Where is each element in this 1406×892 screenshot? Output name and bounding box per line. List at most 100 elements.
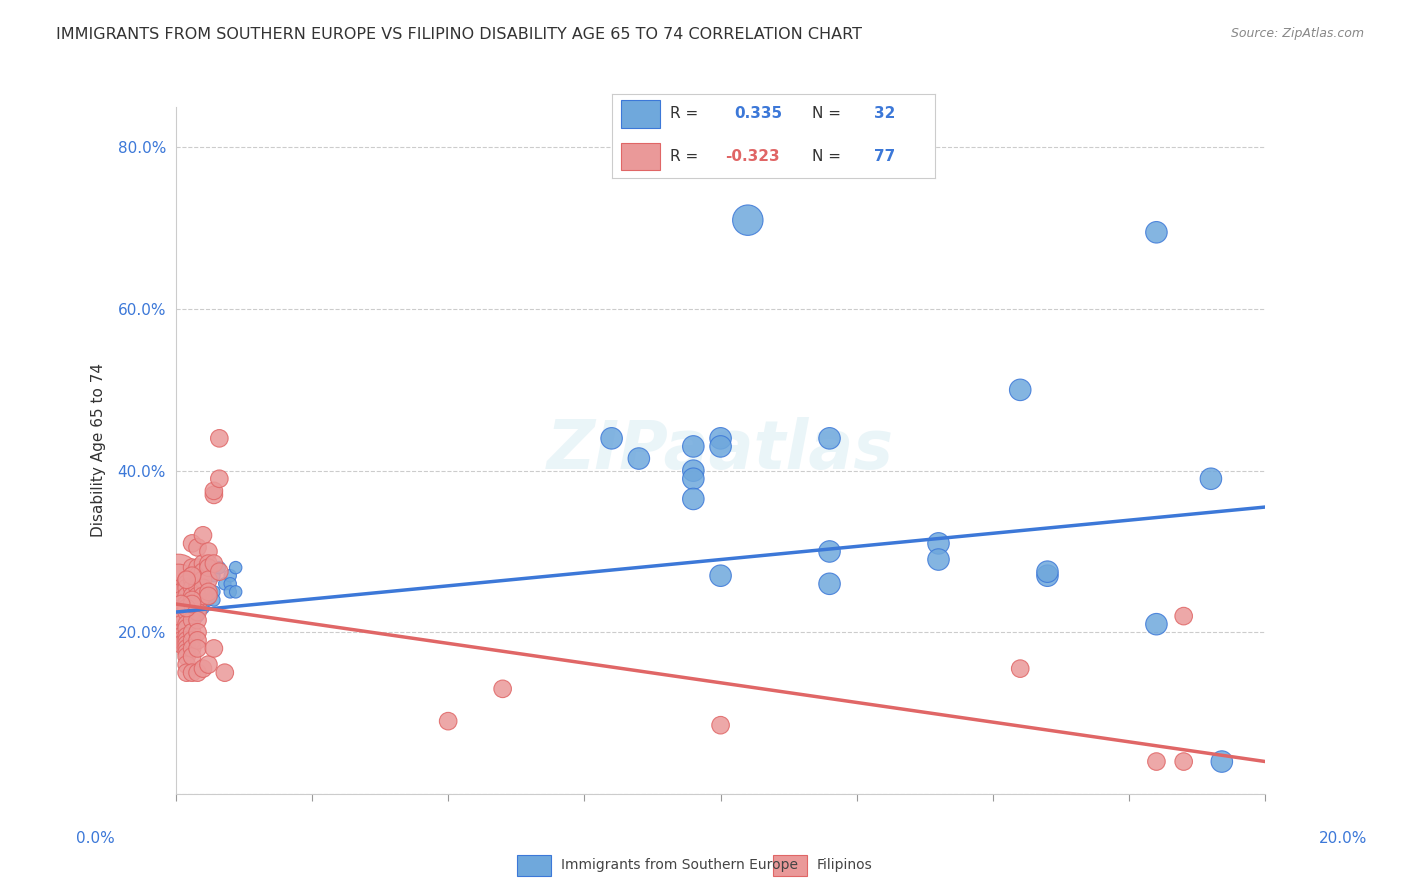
Point: [181, 568, 204, 582]
Point: [1211, 755, 1233, 769]
Point: [186, 613, 209, 627]
Point: [186, 625, 209, 640]
Point: [176, 597, 198, 611]
Point: [181, 597, 204, 611]
Text: IMMIGRANTS FROM SOUTHERN EUROPE VS FILIPINO DISABILITY AGE 65 TO 74 CORRELATION : IMMIGRANTS FROM SOUTHERN EUROPE VS FILIP…: [56, 27, 862, 42]
Point: [710, 718, 733, 732]
Point: [202, 488, 225, 502]
Point: [600, 431, 623, 445]
Point: [225, 585, 247, 599]
Point: [191, 528, 214, 542]
Bar: [517, 855, 551, 876]
Point: [176, 633, 198, 648]
Point: [181, 633, 204, 648]
Point: [181, 593, 204, 607]
Point: [1199, 472, 1222, 486]
Point: [197, 560, 219, 574]
Point: [191, 568, 214, 582]
Point: [181, 573, 204, 587]
Point: [181, 641, 204, 656]
Point: [208, 472, 231, 486]
Point: [191, 573, 214, 587]
Point: [197, 593, 219, 607]
Point: [176, 617, 198, 632]
Y-axis label: Disability Age 65 to 74: Disability Age 65 to 74: [91, 363, 107, 538]
Point: [170, 613, 193, 627]
Point: [197, 544, 219, 558]
Bar: [621, 101, 661, 128]
Point: [219, 568, 242, 582]
Point: [202, 568, 225, 582]
Point: [176, 657, 198, 672]
Point: [186, 576, 209, 591]
Text: Immigrants from Southern Europe: Immigrants from Southern Europe: [561, 858, 799, 872]
Point: [492, 681, 515, 696]
Point: [186, 633, 209, 648]
Point: [176, 581, 198, 595]
Point: [176, 637, 198, 651]
Point: [167, 576, 190, 591]
Point: [170, 593, 193, 607]
Point: [170, 585, 193, 599]
Point: [170, 597, 193, 611]
Point: [818, 544, 841, 558]
Point: [197, 585, 219, 599]
Point: [186, 641, 209, 656]
Text: N =: N =: [813, 106, 841, 121]
Point: [818, 431, 841, 445]
Point: [186, 609, 209, 624]
Point: [181, 560, 204, 574]
Text: Filipinos: Filipinos: [817, 858, 873, 872]
Point: [202, 483, 225, 498]
Point: [197, 657, 219, 672]
Point: [214, 665, 236, 680]
Point: [186, 541, 209, 555]
Point: [186, 589, 209, 603]
Point: [186, 665, 209, 680]
Point: [170, 617, 193, 632]
Point: [682, 439, 704, 453]
Bar: [773, 855, 807, 876]
Point: [818, 576, 841, 591]
Point: [167, 568, 190, 582]
Point: [181, 665, 204, 680]
Point: [437, 714, 460, 728]
Text: R =: R =: [669, 149, 697, 164]
Point: [208, 560, 231, 574]
Point: [191, 581, 214, 595]
Point: [1173, 755, 1195, 769]
Point: [1010, 383, 1032, 397]
Point: [1173, 609, 1195, 624]
Point: [191, 593, 214, 607]
Point: [176, 573, 198, 587]
Point: [170, 637, 193, 651]
Point: [181, 568, 204, 582]
Point: [176, 617, 198, 632]
Point: [1036, 565, 1059, 579]
Point: [181, 581, 204, 595]
Point: [1144, 755, 1167, 769]
Point: [176, 641, 198, 656]
Point: [1010, 662, 1032, 676]
Point: [710, 431, 733, 445]
Point: [186, 605, 209, 619]
Point: [1144, 617, 1167, 632]
Point: [170, 581, 193, 595]
Point: [202, 557, 225, 571]
Point: [181, 536, 204, 550]
Point: [191, 557, 214, 571]
Point: [219, 576, 242, 591]
Text: R =: R =: [669, 106, 697, 121]
Point: [181, 589, 204, 603]
Point: [176, 573, 198, 587]
Point: [208, 565, 231, 579]
Point: [176, 645, 198, 659]
Point: [225, 560, 247, 574]
Text: 20.0%: 20.0%: [1319, 831, 1367, 846]
Point: [181, 649, 204, 664]
Point: [176, 576, 198, 591]
Text: 0.335: 0.335: [734, 106, 783, 121]
Point: [682, 464, 704, 478]
Point: [928, 536, 950, 550]
Point: [186, 568, 209, 582]
